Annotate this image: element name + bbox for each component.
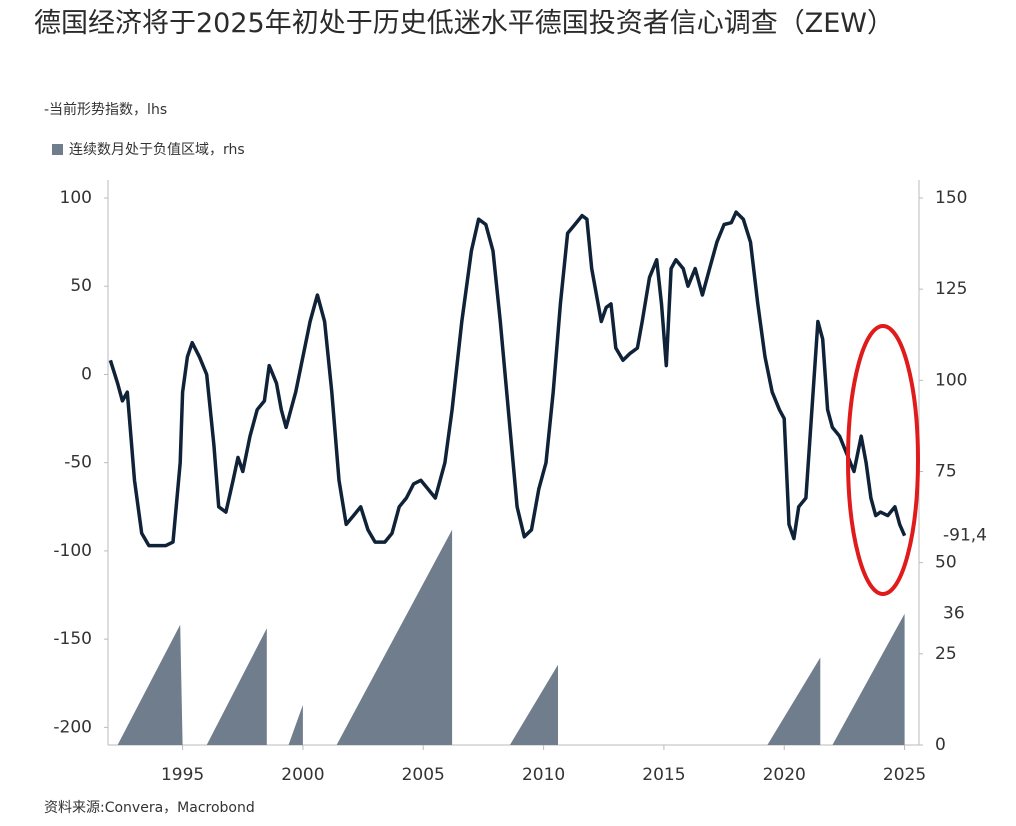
line bbox=[108, 210, 907, 548]
y2-tick-label: 100 bbox=[935, 370, 967, 390]
x-tick-label: 2015 bbox=[642, 765, 685, 785]
y-tick-label: -100 bbox=[53, 541, 92, 561]
area bbox=[117, 529, 905, 745]
value-label: 36 bbox=[943, 604, 965, 624]
y-tick-label: -50 bbox=[64, 453, 92, 473]
legend-entry: -当前形势指数，lhs bbox=[44, 101, 167, 118]
y-tick-label: -200 bbox=[53, 717, 92, 737]
highlight-ellipse bbox=[846, 324, 920, 596]
y-tick-label: 0 bbox=[81, 364, 92, 384]
legend-swatch bbox=[52, 144, 63, 155]
y-tick-label: -150 bbox=[53, 629, 92, 649]
y2-tick-label: 150 bbox=[935, 188, 967, 208]
chart-title: 德国经济将于2025年初处于历史低迷水平德国投资者信心调查（ZEW） bbox=[34, 8, 894, 39]
x-tick-label: 2025 bbox=[883, 765, 926, 785]
y2-tick-label: 75 bbox=[935, 462, 957, 482]
y2-tick-label: 50 bbox=[935, 553, 957, 573]
y2-tick-label: 125 bbox=[935, 279, 967, 299]
y2-tick-label: 0 bbox=[935, 735, 946, 755]
x-tick-label: 2005 bbox=[402, 765, 445, 785]
x-tick-label: 2010 bbox=[522, 765, 565, 785]
y-tick-label: 100 bbox=[60, 188, 92, 208]
y-tick-label: 50 bbox=[70, 276, 92, 296]
source: 资料来源:Convera，Macrobond bbox=[44, 800, 255, 816]
value-label: -91,4 bbox=[943, 526, 987, 546]
x-tick-label: 2020 bbox=[763, 765, 806, 785]
x-tick-label: 2000 bbox=[281, 765, 324, 785]
x-tick-label: 1995 bbox=[161, 765, 204, 785]
legend-entry: 连续数月处于负值区域，rhs bbox=[69, 141, 245, 158]
y2-tick-label: 25 bbox=[935, 644, 957, 664]
